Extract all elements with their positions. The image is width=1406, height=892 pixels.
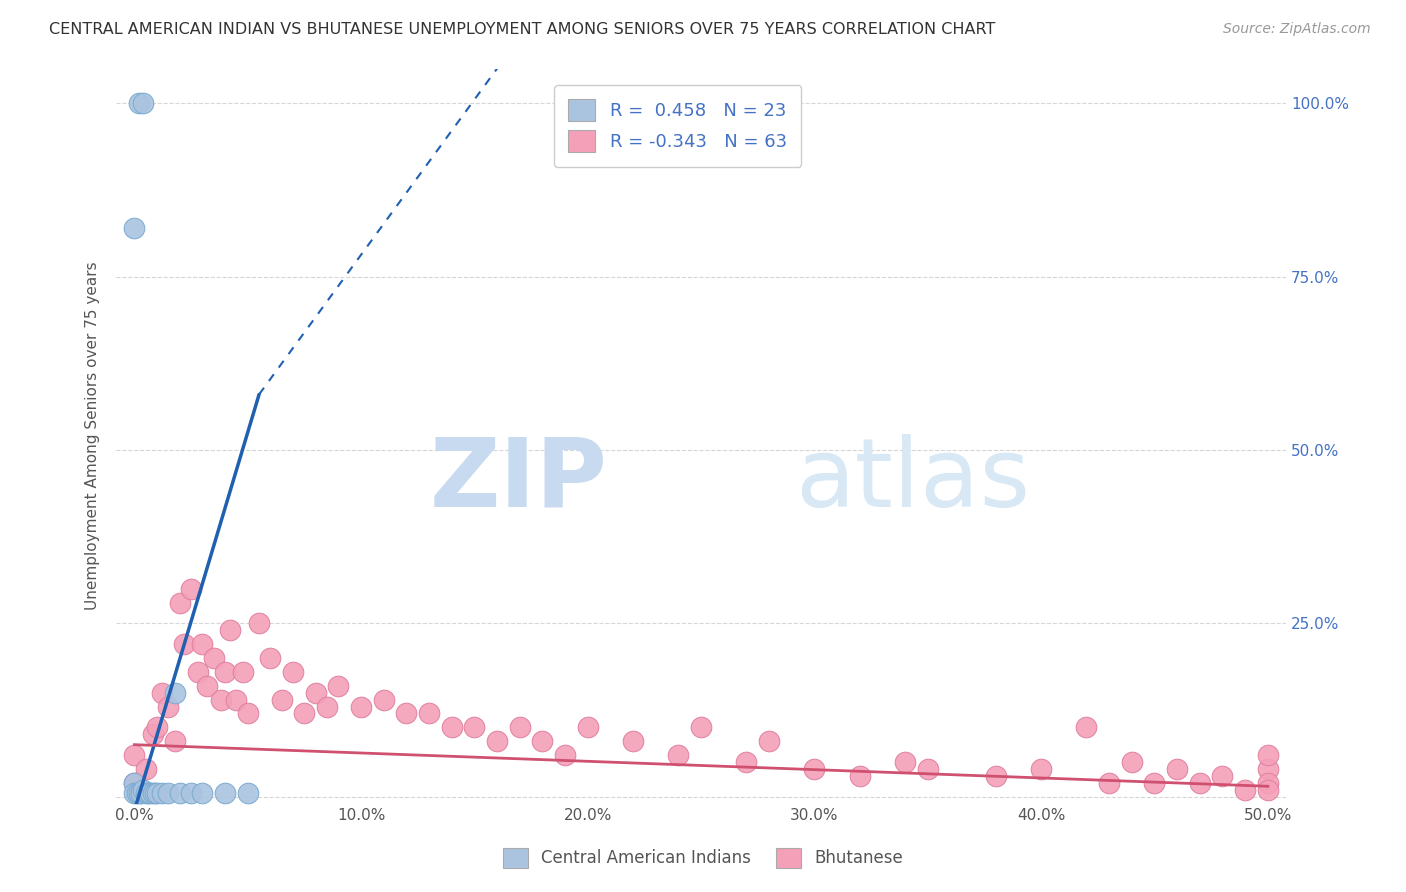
- Point: [1234, 782, 1257, 797]
- Point: [690, 720, 713, 734]
- Point: [440, 720, 463, 734]
- Point: [259, 651, 281, 665]
- Point: [236, 786, 259, 800]
- Point: [150, 686, 173, 700]
- Point: [136, 786, 159, 800]
- Point: [124, 776, 146, 790]
- Point: [894, 755, 917, 769]
- Point: [735, 755, 758, 769]
- Point: [169, 595, 191, 609]
- Point: [531, 734, 554, 748]
- Point: [1029, 762, 1052, 776]
- Point: [125, 786, 148, 800]
- Point: [576, 720, 599, 734]
- Point: [169, 786, 191, 800]
- Point: [187, 665, 209, 679]
- Point: [209, 692, 232, 706]
- Point: [157, 786, 180, 800]
- Point: [124, 747, 146, 762]
- Point: [135, 762, 157, 776]
- Point: [486, 734, 509, 748]
- Point: [316, 699, 339, 714]
- Point: [305, 686, 328, 700]
- Point: [1257, 747, 1279, 762]
- Point: [180, 582, 202, 596]
- Point: [463, 720, 485, 734]
- Point: [1188, 776, 1211, 790]
- Legend: R =  0.458   N = 23, R = -0.343   N = 63: R = 0.458 N = 23, R = -0.343 N = 63: [554, 85, 801, 167]
- Point: [803, 762, 825, 776]
- Point: [124, 776, 146, 790]
- Point: [218, 624, 240, 638]
- Point: [214, 665, 236, 679]
- Point: [124, 786, 146, 800]
- Point: [1166, 762, 1188, 776]
- Point: [225, 692, 247, 706]
- Point: [132, 782, 155, 797]
- Point: [146, 720, 169, 734]
- Point: [668, 747, 690, 762]
- Point: [135, 786, 157, 800]
- Point: [141, 727, 163, 741]
- Point: [1257, 782, 1279, 797]
- Point: [621, 734, 644, 748]
- Point: [180, 786, 202, 800]
- Point: [509, 720, 531, 734]
- Point: [758, 734, 780, 748]
- Point: [270, 692, 292, 706]
- Point: [191, 637, 214, 651]
- Point: [350, 699, 373, 714]
- Y-axis label: Unemployment Among Seniors over 75 years: Unemployment Among Seniors over 75 years: [86, 261, 100, 610]
- Point: [554, 747, 576, 762]
- Point: [247, 616, 270, 631]
- Point: [917, 762, 939, 776]
- Point: [984, 769, 1007, 783]
- Text: CENTRAL AMERICAN INDIAN VS BHUTANESE UNEMPLOYMENT AMONG SENIORS OVER 75 YEARS CO: CENTRAL AMERICAN INDIAN VS BHUTANESE UNE…: [49, 22, 995, 37]
- Point: [141, 786, 163, 800]
- Point: [232, 665, 254, 679]
- Point: [132, 96, 155, 111]
- Point: [129, 786, 152, 800]
- Point: [418, 706, 440, 721]
- Text: Source: ZipAtlas.com: Source: ZipAtlas.com: [1223, 22, 1371, 37]
- Point: [395, 706, 418, 721]
- Point: [1211, 769, 1233, 783]
- Point: [195, 679, 218, 693]
- Point: [214, 786, 236, 800]
- Text: atlas: atlas: [794, 434, 1029, 526]
- Point: [143, 786, 166, 800]
- Point: [1257, 776, 1279, 790]
- Point: [1257, 762, 1279, 776]
- Point: [150, 786, 173, 800]
- Point: [191, 786, 214, 800]
- Point: [128, 786, 150, 800]
- Legend: Central American Indians, Bhutanese: Central American Indians, Bhutanese: [496, 841, 910, 875]
- Point: [165, 734, 187, 748]
- Point: [173, 637, 195, 651]
- Point: [1121, 755, 1143, 769]
- Point: [849, 769, 872, 783]
- Point: [157, 699, 180, 714]
- Point: [236, 706, 259, 721]
- Point: [373, 692, 395, 706]
- Point: [328, 679, 350, 693]
- Point: [1098, 776, 1121, 790]
- Point: [294, 706, 316, 721]
- Point: [146, 786, 169, 800]
- Point: [124, 221, 146, 235]
- Point: [165, 686, 187, 700]
- Point: [128, 96, 150, 111]
- Point: [1076, 720, 1098, 734]
- Point: [202, 651, 225, 665]
- Point: [281, 665, 304, 679]
- Text: ZIP: ZIP: [430, 434, 607, 526]
- Point: [139, 786, 162, 800]
- Point: [1143, 776, 1166, 790]
